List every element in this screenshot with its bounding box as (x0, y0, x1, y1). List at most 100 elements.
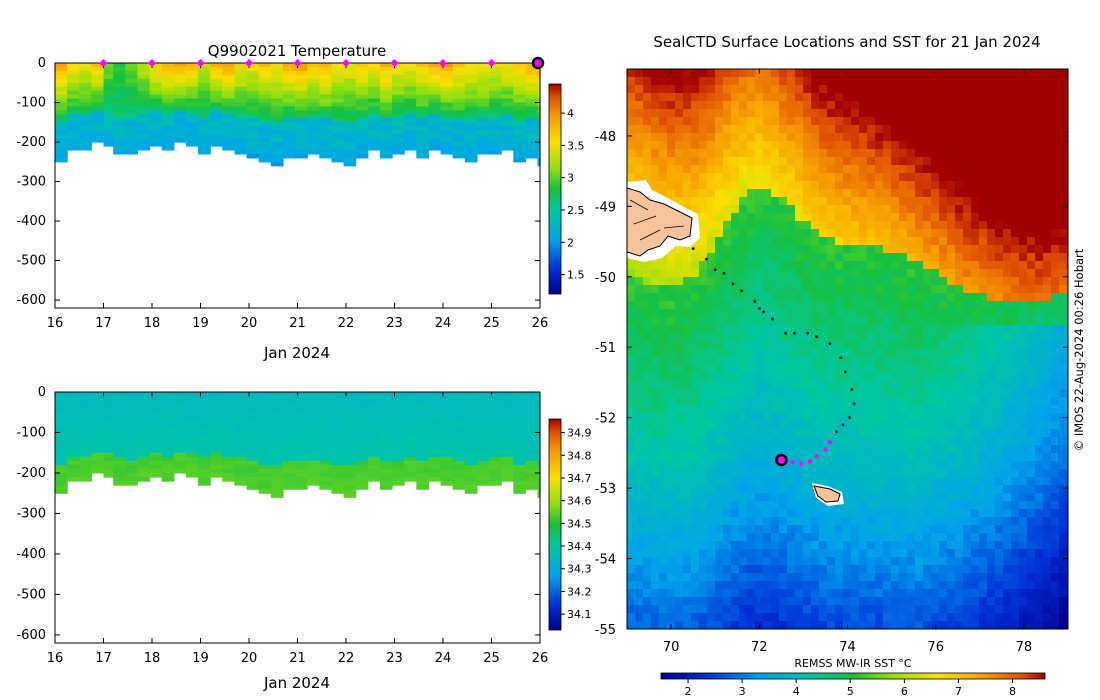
sst-cell (707, 349, 716, 358)
section-cell (270, 408, 284, 413)
sst-cell (955, 93, 964, 102)
sst-cell (739, 269, 748, 278)
section-cell (161, 424, 175, 430)
section-cell (452, 464, 466, 470)
section-cell (137, 138, 151, 143)
x-tick-label: 20 (241, 316, 258, 331)
section-cell (258, 460, 272, 466)
section-cell (464, 149, 478, 155)
sst-cell (659, 357, 668, 366)
sst-cell (667, 485, 676, 494)
sst-cell (843, 229, 852, 238)
sst-cell (1043, 133, 1052, 142)
section-cell (476, 396, 490, 401)
sst-cell (699, 341, 708, 350)
sst-cell (915, 149, 924, 158)
sst-cell (939, 157, 948, 166)
sst-cell (747, 237, 756, 246)
section-cell (210, 142, 223, 147)
section-cell (476, 408, 490, 413)
sst-cell (803, 421, 812, 430)
sst-cell (691, 85, 700, 94)
sst-cell (1027, 349, 1036, 358)
sst-cell (1035, 229, 1044, 238)
sst-cell (843, 413, 852, 422)
sst-cell (931, 461, 940, 470)
sst-cell (787, 477, 796, 486)
section-cell (55, 78, 68, 84)
section-cell (525, 440, 539, 446)
section-cell (125, 90, 139, 96)
sst-cell (883, 229, 892, 238)
section-cell (210, 126, 223, 131)
sst-cell (771, 477, 780, 486)
sst-cell (851, 221, 860, 230)
sst-cell (699, 317, 708, 326)
sst-cell (675, 269, 684, 278)
section-cell (537, 145, 541, 151)
section-cell (379, 456, 393, 462)
section-cell (137, 440, 151, 446)
sst-cell (699, 109, 708, 118)
sst-cell (955, 445, 964, 454)
sst-cell (755, 293, 764, 302)
section-cell (331, 452, 345, 458)
section-cell (103, 63, 114, 68)
sst-cell (987, 69, 996, 78)
section-cell (404, 98, 417, 104)
section-cell (246, 472, 260, 478)
sst-cell (883, 325, 892, 334)
sst-cell (635, 269, 644, 278)
section-cell (55, 420, 68, 425)
sst-cell (955, 69, 964, 78)
section-cell (355, 149, 369, 155)
section-cell (355, 452, 369, 458)
section-cell (125, 448, 139, 454)
sst-cell (851, 333, 860, 342)
section-cell (452, 404, 466, 409)
section-cell (452, 424, 466, 430)
sst-cell (731, 437, 740, 446)
section-cell (392, 481, 405, 486)
sst-cell (939, 245, 948, 254)
section-cell (210, 408, 223, 413)
section-cell (476, 106, 490, 112)
section-cell (501, 460, 514, 466)
sst-cell (939, 125, 948, 134)
sst-cell (1051, 429, 1060, 438)
section-cell (379, 82, 393, 88)
sst-cell (955, 277, 964, 286)
sst-cell (907, 325, 916, 334)
sst-cell (907, 389, 916, 398)
section-cell (307, 468, 320, 474)
sst-cell (819, 445, 828, 454)
sst-cell (643, 261, 652, 270)
daily-marker (487, 59, 496, 67)
section-cell (222, 472, 236, 478)
sst-cell (1011, 397, 1020, 406)
sst-cell (947, 181, 956, 190)
sst-cell (739, 237, 748, 246)
section-cell (476, 468, 490, 474)
section-cell (258, 432, 272, 438)
sst-cell (771, 333, 780, 342)
section-cell (270, 404, 284, 409)
section-cell (525, 114, 539, 119)
section-cell (404, 122, 417, 127)
section-cell (234, 70, 248, 76)
section-cell (198, 74, 211, 80)
sst-cell (699, 413, 708, 422)
sst-cell (995, 341, 1004, 350)
section-cell (258, 408, 272, 413)
sst-cell (755, 309, 764, 318)
sst-cell (715, 109, 724, 118)
sst-cell (1019, 221, 1028, 230)
sst-cell (915, 301, 924, 310)
section-cell (246, 428, 260, 434)
sst-cell (835, 181, 844, 190)
section-cell (416, 106, 430, 112)
sst-cell (923, 469, 932, 478)
sst-cell (723, 165, 732, 174)
sst-cell (1019, 165, 1028, 174)
section-cell (173, 130, 187, 135)
